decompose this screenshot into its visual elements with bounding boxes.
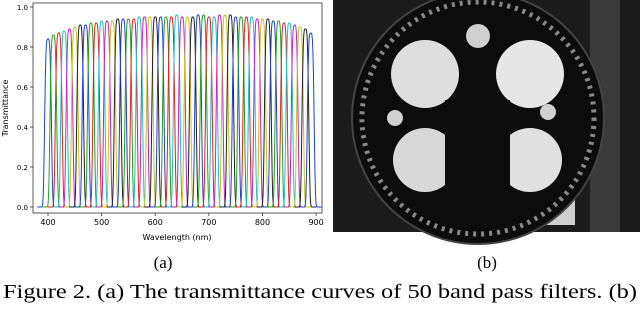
y-axis-label: Transmittance	[1, 80, 10, 138]
plot-frame	[32, 2, 323, 214]
subfigure-label: (a)	[154, 253, 173, 272]
x-tick-label: 400	[40, 218, 55, 227]
y-tick-label: 0.4	[17, 124, 29, 132]
x-tick-label: 900	[308, 218, 323, 227]
photo	[333, 0, 640, 245]
x-tick-label: 800	[255, 218, 270, 227]
subfigure-label: (b)	[477, 253, 497, 272]
y-tick-label: 1.0	[17, 4, 28, 12]
y-tick-label: 0.6	[17, 84, 29, 92]
caption: Figure 2. (a) The transmittance curves o…	[3, 281, 637, 303]
filter-curve	[300, 32, 322, 208]
filter-curve	[289, 26, 311, 208]
y-tick-label: 0.0	[17, 204, 28, 212]
y-tick-label: 0.8	[17, 44, 28, 52]
filter-curve	[294, 28, 317, 208]
x-tick-label: 600	[148, 218, 163, 227]
x-tick-label: 500	[94, 218, 109, 227]
x-tick-label: 700	[201, 218, 216, 227]
x-axis-label: Wavelength (nm)	[142, 233, 211, 242]
y-tick-label: 0.2	[17, 164, 28, 172]
